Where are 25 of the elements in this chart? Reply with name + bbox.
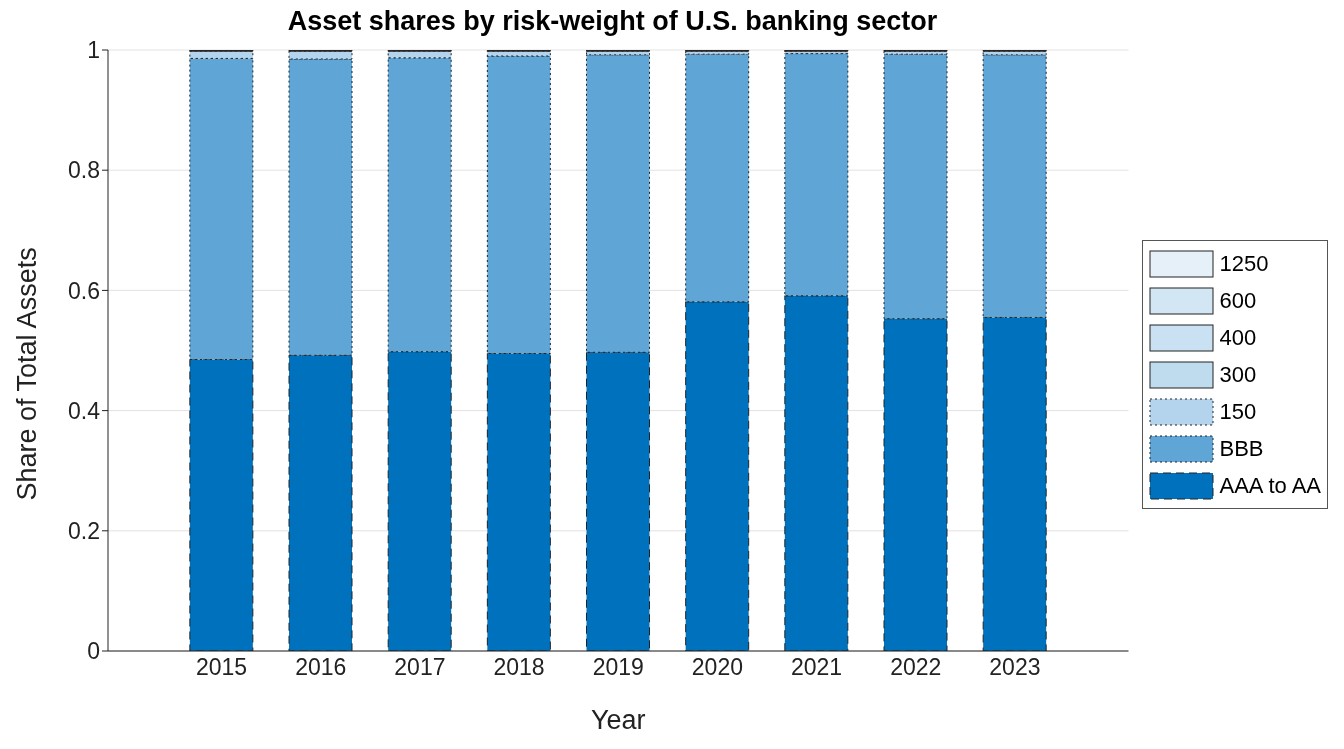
y-tick-label: 0.2 [68, 517, 100, 544]
x-tick-label: 2016 [295, 654, 347, 681]
x-tick-label: 2022 [890, 654, 942, 681]
x-tick-label: 2023 [989, 654, 1041, 681]
x-axis-title: Year [590, 705, 646, 735]
legend-label: AAA to AA [1219, 472, 1321, 499]
legend-label: 150 [1219, 398, 1257, 425]
x-tick-label: 2018 [493, 654, 545, 681]
legend-label: 600 [1219, 287, 1257, 314]
x-tick-label: 2019 [592, 654, 644, 681]
y-tick-label: 1 [87, 37, 100, 64]
legend-label: 1250 [1219, 250, 1269, 277]
chart-title: Asset shares by risk-weight of U.S. banking sector [286, 6, 939, 37]
y-tick-label: 0.8 [68, 157, 100, 184]
y-tick-label: 0.6 [68, 277, 100, 304]
y-tick-label: 0 [87, 638, 100, 665]
y-tick-label: 0.4 [68, 397, 101, 424]
x-tick-label: 2020 [691, 654, 743, 681]
x-tick-label: 2015 [196, 654, 248, 681]
y-axis-title: Share of Total Assets [11, 247, 42, 501]
legend-label: BBB [1219, 435, 1264, 462]
x-tick-label: 2017 [394, 654, 446, 681]
legend-label: 300 [1219, 361, 1257, 388]
legend-label: 400 [1219, 324, 1257, 351]
x-tick-label: 2021 [790, 654, 843, 681]
